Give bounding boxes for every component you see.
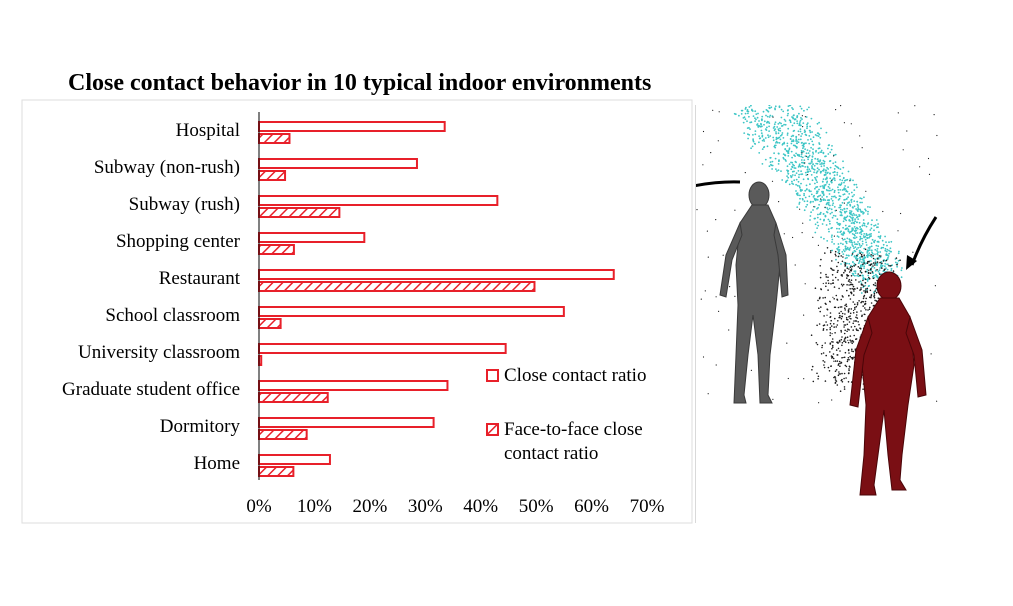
chart-title: Close contact behavior in 10 typical ind… xyxy=(68,70,652,96)
x-tick-label: 0% xyxy=(246,496,272,517)
bar-face-to-face xyxy=(258,207,341,218)
plot-area-frame xyxy=(21,99,693,524)
illustration-canvas xyxy=(696,105,938,496)
legend-swatch-hollow xyxy=(486,369,499,382)
bar-face-to-face xyxy=(258,466,295,477)
bar-close-contact xyxy=(258,195,499,206)
bar-close-contact xyxy=(258,380,449,391)
y-tick-label: University classroom xyxy=(78,342,240,363)
legend-label: Close contact ratio xyxy=(504,365,646,386)
y-tick-label: Subway (non-rush) xyxy=(94,157,240,178)
bar-face-to-face xyxy=(258,392,329,403)
x-tick-label: 30% xyxy=(408,496,443,517)
y-tick-label: Home xyxy=(194,453,240,474)
y-tick-label: Shopping center xyxy=(116,231,241,252)
arrow-icon xyxy=(910,216,938,266)
y-tick-label: Graduate student office xyxy=(62,379,240,400)
y-tick-label: Restaurant xyxy=(159,268,241,289)
legend-label: Face-to-face close xyxy=(504,419,643,440)
bar-close-contact xyxy=(258,343,507,354)
bar-close-contact xyxy=(258,232,366,243)
bar-face-to-face xyxy=(258,170,287,181)
bar-close-contact xyxy=(258,306,565,317)
arrow-head-icon xyxy=(906,255,917,270)
x-tick-label: 60% xyxy=(574,496,609,517)
y-tick-label: School classroom xyxy=(105,305,240,326)
gray-human-figure-icon xyxy=(719,181,789,404)
y-tick-label: Dormitory xyxy=(160,416,241,437)
bar-face-to-face xyxy=(258,244,295,255)
legend-swatch-hatched xyxy=(486,423,499,436)
bar-face-to-face xyxy=(258,318,282,329)
x-tick-label: 40% xyxy=(463,496,498,517)
x-tick-label: 10% xyxy=(297,496,332,517)
x-tick-label: 70% xyxy=(630,496,665,517)
bar-close-contact xyxy=(258,158,418,169)
bar-close-contact xyxy=(258,417,435,428)
bar-chart: Hospital Subway (non-rush) Subway (rush) Sh… xyxy=(21,99,693,524)
y-tick-label: Hospital xyxy=(176,120,240,141)
bar-close-contact xyxy=(258,269,615,280)
bar-close-contact xyxy=(258,121,446,132)
bar-face-to-face xyxy=(258,429,308,440)
arrow-icon xyxy=(696,180,741,188)
x-tick-label: 50% xyxy=(519,496,554,517)
red-human-figure-icon xyxy=(849,271,927,496)
legend-label: contact ratio xyxy=(504,443,598,464)
bar-face-to-face xyxy=(258,133,291,144)
simulation-illustration xyxy=(695,105,939,523)
y-tick-label: Subway (rush) xyxy=(129,194,240,215)
bar-close-contact xyxy=(258,454,331,465)
bar-face-to-face xyxy=(258,281,536,292)
x-tick-label: 20% xyxy=(352,496,387,517)
